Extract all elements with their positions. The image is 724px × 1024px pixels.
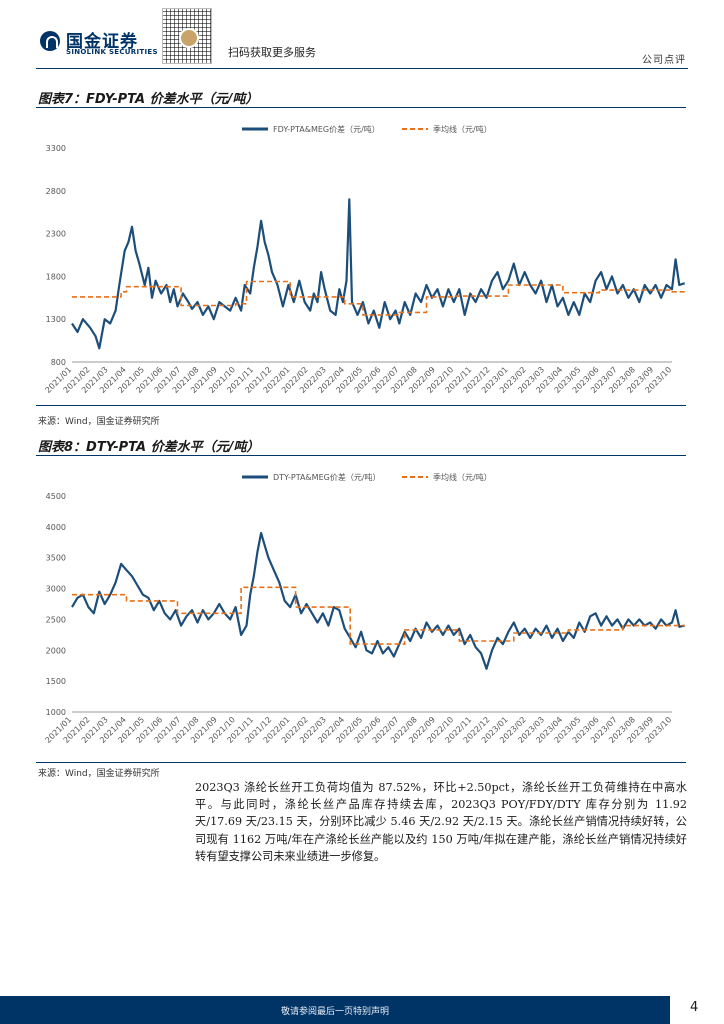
page-number: 4	[690, 1000, 699, 1015]
footer-disclaimer: 敬请参阅最后一页特别声明	[280, 1007, 389, 1017]
figure8-source: 来源：Wind，国金证券研究所	[38, 769, 160, 779]
report-type-label: 公司点评	[642, 55, 686, 66]
y-tick-label: 2500	[46, 615, 66, 624]
logo-icon	[40, 31, 60, 51]
header-divider	[36, 68, 688, 69]
y-tick-label: 1500	[46, 677, 66, 686]
legend-label-1: FDY-PTA&MEG价差（元/吨）	[273, 124, 380, 134]
y-tick-label: 2300	[46, 230, 66, 239]
figure7-source: 来源：Wind，国金证券研究所	[38, 417, 160, 427]
figure8-title-rule	[36, 455, 686, 456]
y-tick-label: 1800	[46, 272, 66, 281]
qr-caption: 扫码获取更多服务	[228, 46, 316, 59]
y-tick-label: 3500	[46, 554, 66, 563]
y-tick-label: 2800	[46, 187, 66, 196]
y-tick-label: 2000	[46, 646, 66, 655]
body-paragraph: 2023Q3 涤纶长丝开工负荷均值为 87.52%，环比+2.50pct，涤纶长…	[195, 781, 687, 863]
footer-bar	[0, 996, 670, 1024]
quarterly-average-line	[72, 280, 685, 316]
qr-center-logo-icon	[179, 28, 199, 48]
fdy-pta-spread-chart: FDY-PTA&MEG价差（元/吨） 季均线（元/吨） 800 1300 1800 230…	[44, 124, 686, 395]
spread-series-line	[71, 198, 686, 350]
qr-code[interactable]	[162, 8, 212, 64]
y-tick-label: 800	[51, 358, 66, 367]
legend-label-1: DTY-PTA&MEG价差（元/吨）	[273, 472, 381, 482]
figure7-bottom-rule	[36, 405, 686, 406]
y-tick-label: 1000	[46, 708, 66, 717]
legend-label-2: 季均线（元/吨）	[433, 124, 492, 134]
y-tick-label: 3300	[46, 144, 66, 153]
quarterly-average-line	[72, 586, 685, 645]
figure7-title: 图表7：FDY-PTA 价差水平（元/吨）	[38, 92, 259, 107]
figure8-bottom-rule	[36, 762, 686, 763]
figure8-title: 图表8：DTY-PTA 价差水平（元/吨）	[38, 440, 260, 455]
y-tick-label: 4000	[46, 523, 66, 532]
y-tick-label: 4500	[46, 492, 66, 501]
figure7-title-rule	[36, 107, 686, 108]
y-tick-label: 3000	[46, 585, 66, 594]
dty-pta-spread-chart: DTY-PTA&MEG价差（元/吨） 季均线（元/吨） 1000 1500 2000 25…	[44, 472, 685, 745]
logo-cn-text: 国金证券	[66, 32, 138, 52]
legend-label-2: 季均线（元/吨）	[433, 472, 492, 482]
y-tick-label: 1300	[46, 315, 66, 324]
logo-en-text: SINOLINK SECURITIES	[66, 48, 158, 56]
